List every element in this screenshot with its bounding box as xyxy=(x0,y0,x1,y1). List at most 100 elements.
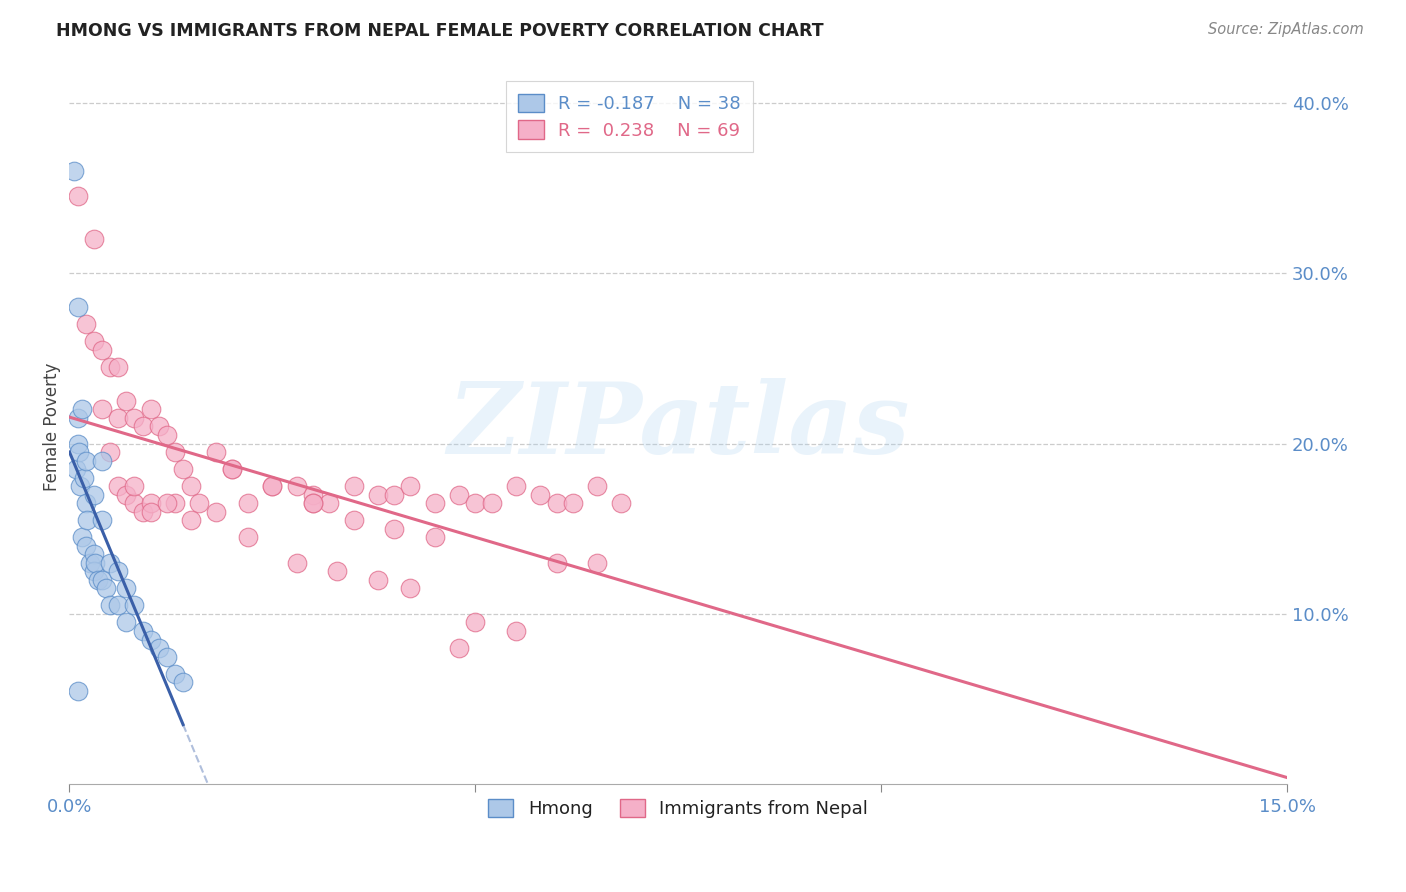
Point xyxy=(73,470,96,484)
Point xyxy=(124,479,146,493)
Point xyxy=(464,496,486,510)
Point xyxy=(115,615,138,630)
Point xyxy=(75,317,97,331)
Point xyxy=(326,565,349,579)
Point xyxy=(148,419,170,434)
Legend: Hmong, Immigrants from Nepal: Hmong, Immigrants from Nepal xyxy=(481,792,876,825)
Point xyxy=(98,556,121,570)
Point xyxy=(107,565,129,579)
Point xyxy=(75,496,97,510)
Point xyxy=(221,462,243,476)
Point xyxy=(67,445,90,459)
Point xyxy=(302,488,325,502)
Point xyxy=(188,496,211,510)
Point xyxy=(505,624,527,638)
Point xyxy=(172,462,194,476)
Point xyxy=(90,513,112,527)
Point xyxy=(131,505,153,519)
Point xyxy=(236,530,259,544)
Point xyxy=(163,666,186,681)
Point xyxy=(131,419,153,434)
Point xyxy=(546,496,568,510)
Point xyxy=(163,496,186,510)
Point xyxy=(156,649,179,664)
Point xyxy=(124,496,146,510)
Point xyxy=(367,488,389,502)
Point xyxy=(90,343,112,357)
Point xyxy=(139,505,162,519)
Point xyxy=(107,359,129,374)
Point xyxy=(124,599,146,613)
Point xyxy=(98,445,121,459)
Point xyxy=(172,675,194,690)
Point xyxy=(262,479,284,493)
Point xyxy=(79,556,101,570)
Point xyxy=(423,530,446,544)
Point xyxy=(90,453,112,467)
Point xyxy=(107,411,129,425)
Point xyxy=(131,624,153,638)
Point xyxy=(139,496,162,510)
Point xyxy=(94,582,117,596)
Point xyxy=(586,556,609,570)
Point xyxy=(342,513,364,527)
Point xyxy=(98,359,121,374)
Point xyxy=(83,334,105,349)
Point xyxy=(148,641,170,656)
Point xyxy=(285,479,308,493)
Point xyxy=(66,300,89,314)
Point xyxy=(180,513,202,527)
Point xyxy=(302,496,325,510)
Point xyxy=(139,402,162,417)
Point xyxy=(302,496,325,510)
Point xyxy=(546,556,568,570)
Point xyxy=(262,479,284,493)
Point xyxy=(70,530,93,544)
Point xyxy=(285,556,308,570)
Point xyxy=(84,556,107,570)
Point xyxy=(66,411,89,425)
Y-axis label: Female Poverty: Female Poverty xyxy=(44,362,60,491)
Point xyxy=(481,496,503,510)
Text: HMONG VS IMMIGRANTS FROM NEPAL FEMALE POVERTY CORRELATION CHART: HMONG VS IMMIGRANTS FROM NEPAL FEMALE PO… xyxy=(56,22,824,40)
Point xyxy=(115,488,138,502)
Point xyxy=(318,496,340,510)
Point xyxy=(83,232,105,246)
Point xyxy=(163,445,186,459)
Point xyxy=(367,573,389,587)
Point xyxy=(221,462,243,476)
Point xyxy=(107,599,129,613)
Point xyxy=(342,479,364,493)
Point xyxy=(505,479,527,493)
Point xyxy=(83,565,105,579)
Point xyxy=(66,189,89,203)
Point xyxy=(98,599,121,613)
Point xyxy=(610,496,633,510)
Point xyxy=(69,479,91,493)
Point xyxy=(236,496,259,510)
Point xyxy=(464,615,486,630)
Point xyxy=(90,402,112,417)
Point xyxy=(65,462,87,476)
Point xyxy=(399,479,422,493)
Point xyxy=(449,641,471,656)
Point xyxy=(449,488,471,502)
Point xyxy=(382,522,405,536)
Point xyxy=(423,496,446,510)
Point xyxy=(124,411,146,425)
Point xyxy=(107,479,129,493)
Text: ZIPatlas: ZIPatlas xyxy=(447,378,910,475)
Point xyxy=(180,479,202,493)
Point xyxy=(66,436,89,450)
Point xyxy=(382,488,405,502)
Point xyxy=(90,573,112,587)
Point xyxy=(399,582,422,596)
Point xyxy=(83,547,105,561)
Point xyxy=(204,445,226,459)
Point xyxy=(115,582,138,596)
Point xyxy=(139,632,162,647)
Point xyxy=(156,428,179,442)
Point xyxy=(62,163,84,178)
Point xyxy=(87,573,110,587)
Point xyxy=(561,496,583,510)
